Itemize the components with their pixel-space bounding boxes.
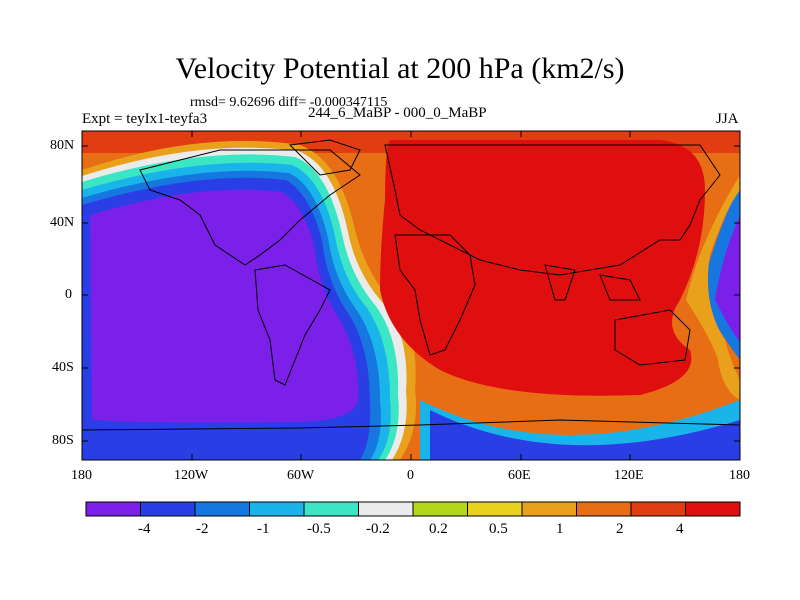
colorbar-label: 0.2 — [429, 521, 448, 537]
colorbar-swatch — [685, 501, 741, 517]
colorbar-label: -4 — [138, 521, 151, 537]
colorbar-label: 4 — [676, 521, 684, 537]
colorbar-label: 1 — [556, 521, 564, 537]
colorbar-label: 2 — [616, 521, 624, 537]
colorbar-label: -0.5 — [307, 521, 331, 537]
eurasia-outline — [384, 144, 721, 276]
colorbar-swatch — [412, 501, 468, 517]
africa-outline — [394, 234, 476, 356]
west-edge-patch — [82, 330, 87, 360]
lat-label-40n: 40N — [50, 215, 75, 230]
colorbar-label: -0.2 — [366, 521, 390, 537]
colorbar — [85, 501, 741, 517]
north-america-outline — [139, 149, 361, 266]
lon-label-120e: 120E — [614, 468, 644, 483]
lat-label-80s: 80S — [52, 433, 74, 448]
east-lobe-core — [715, 215, 740, 342]
colorbar-swatch — [467, 501, 523, 517]
maritime-continent-outline — [599, 274, 641, 301]
lat-label-40s: 40S — [52, 360, 74, 375]
coastlines — [82, 139, 740, 431]
lon-label-60e: 60E — [508, 468, 531, 483]
plot-title: Velocity Potential at 200 hPa (km2/s) — [175, 52, 625, 85]
colorbar-swatch — [194, 501, 250, 517]
south-blue-band — [430, 410, 740, 460]
red-core — [380, 140, 705, 396]
australia-outline — [614, 309, 691, 366]
colorbar-swatch — [576, 501, 632, 517]
velocity-potential-field — [82, 131, 740, 460]
lon-label-0: 0 — [407, 468, 414, 483]
lon-label-180w: 180 — [71, 468, 92, 483]
lon-label-60w: 60W — [287, 468, 315, 483]
greenland-outline — [288, 139, 361, 176]
antarctica-outline — [82, 419, 740, 431]
colorbar-swatch — [85, 501, 141, 517]
south-america-outline — [254, 264, 331, 386]
lat-label-0: 0 — [65, 287, 72, 302]
purple-core — [90, 189, 359, 423]
colorbar-swatch — [630, 501, 686, 517]
colorbar-label: -1 — [257, 521, 270, 537]
lon-label-120w: 120W — [174, 468, 209, 483]
center-subtitle: 244_6_MaBP - 000_0_MaBP — [308, 105, 487, 121]
india-outline — [544, 264, 576, 301]
colorbar-swatch — [358, 501, 414, 517]
colorbar-label: 0.5 — [489, 521, 508, 537]
axis-ticks — [81, 131, 741, 460]
colorbar-swatch — [521, 501, 577, 517]
east-yellow-band — [686, 175, 740, 400]
colorbar-swatch — [140, 501, 196, 517]
experiment-label: Expt = teyIx1-teyfa3 — [82, 111, 208, 127]
colorbar-swatch — [303, 501, 359, 517]
lat-label-80n: 80N — [50, 138, 75, 153]
season-label: JJA — [716, 111, 739, 127]
rmsd-diff-stats: rmsd= 9.62696 diff= -0.000347115 — [190, 95, 388, 110]
lon-label-180e: 180 — [729, 468, 750, 483]
colorbar-swatch — [249, 501, 305, 517]
colorbar-label: -2 — [196, 521, 209, 537]
